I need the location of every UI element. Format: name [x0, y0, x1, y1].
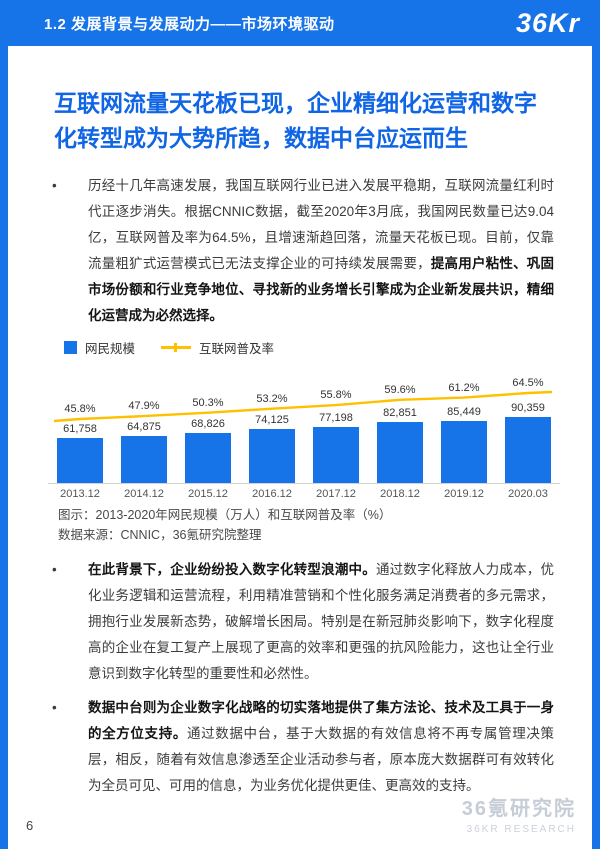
netizen-bar: [249, 429, 295, 483]
x-axis-line: [48, 483, 560, 484]
penetration-label: 45.8%: [64, 403, 96, 415]
paragraph-text-bold: 数据中台则为企业数字化战略的切实落地提供了集方法论、技术及工具于一身的全方位支持…: [88, 700, 554, 741]
netizen-bar: [441, 421, 487, 483]
bar-chart: 61,758 45.8% 2013.12 64,875 47.9% 2014.12 68,8…: [48, 361, 560, 501]
paragraph-text: 通过数字化释放人力成本，优化业务逻辑和运营流程，利用精准营销和个性化服务满足消费…: [88, 562, 555, 681]
penetration-label: 61.2%: [448, 381, 480, 394]
paragraph-text: 通过数据中台，基于大数据的有效信息将不再专属管理决策层，相反，随着有效信息渗透至…: [88, 726, 554, 793]
penetration-label: 47.9%: [128, 400, 160, 413]
netizen-bar: [505, 417, 551, 483]
legend-item-penetration: 互联网普及率: [161, 338, 274, 357]
paragraph-text-bold: 提高用户粘性、巩固市场份额和行业竞争地位、寻找新的业务增长引擎成为企业新发展共识…: [88, 256, 555, 323]
bar-value-label: 68,826: [191, 418, 225, 430]
page-content: 互联网流量天花板已现，企业精细化运营和数字化转型成为大势所趋，数据中台应运而生 …: [46, 46, 560, 799]
chart-caption: 图示：2013-2020年网民规模（万人）和互联网普及率（%）: [58, 508, 392, 522]
netizen-bar: [185, 433, 231, 483]
left-border-strip: [0, 46, 8, 849]
watermark-cn: 36氪研究院: [461, 798, 576, 820]
paragraph-traffic-ceiling: • 历经十几年高速发展，我国互联网行业已进入发展平稳期，互联网流量红利时代正逐步消…: [46, 173, 554, 329]
x-axis-label: 2015.12: [188, 488, 228, 500]
legend-label-netizens: 网民规模: [85, 341, 136, 356]
chart-legend: 网民规模 互联网普及率: [64, 338, 554, 357]
page-header-title: 1.2 发展背景与发展动力——市场环境驱动: [44, 15, 335, 33]
x-axis-label: 2016.12: [252, 488, 292, 500]
legend-label-penetration: 互联网普及率: [199, 341, 275, 356]
paragraph-digital-transformation: • 在此背景下，企业纷纷投入数字化转型浪潮中。通过数字化释放人力成本，优化业务逻辑…: [46, 557, 554, 687]
x-axis-label: 2013.12: [60, 488, 100, 500]
penetration-label: 64.5%: [512, 377, 544, 389]
section-headline: 互联网流量天花板已现，企业精细化运营和数字化转型成为大势所趋，数据中台应运而生: [54, 90, 537, 151]
x-axis-label: 2017.12: [316, 488, 356, 500]
penetration-label: 53.2%: [256, 392, 288, 405]
watermark: 36氪研究院 36KR RESEARCH: [462, 792, 576, 835]
line-swatch-tick: [174, 342, 178, 352]
x-axis-label: 2020.03: [508, 488, 548, 500]
bar-value-label: 64,875: [127, 421, 161, 433]
x-axis-label: 2014.12: [124, 488, 164, 500]
logo-36kr: 36Kr: [515, 7, 580, 38]
page-header: 1.2 发展背景与发展动力——市场环境驱动 36Kr: [0, 0, 600, 46]
page-number: 6: [26, 818, 34, 833]
x-axis-label: 2018.12: [380, 488, 420, 500]
netizen-bar: [377, 422, 423, 483]
netizen-bar: [57, 438, 103, 483]
legend-item-netizens: 网民规模: [64, 338, 135, 357]
right-border-strip: [592, 46, 600, 849]
bar-value-label: 85,449: [447, 406, 481, 418]
penetration-label: 59.6%: [384, 383, 416, 396]
penetration-label: 50.3%: [192, 396, 224, 409]
watermark-en: 36KR RESEARCH: [466, 824, 576, 835]
bar-value-label: 90,359: [511, 402, 545, 414]
bullet-marker: •: [52, 562, 57, 577]
bullet-marker: •: [52, 178, 57, 193]
bar-swatch-icon: [64, 340, 77, 354]
bar-value-label: 74,125: [255, 414, 289, 426]
x-axis-label: 2019.12: [444, 488, 484, 500]
chart-source: 数据来源：CNNIC，36氪研究院整理: [58, 528, 262, 542]
netizen-bar: [121, 436, 167, 483]
bar-value-label: 61,758: [63, 423, 97, 435]
paragraph-text-bold: 在此背景下，企业纷纷投入数字化转型浪潮中。: [88, 562, 376, 577]
penetration-label: 55.8%: [320, 389, 352, 402]
paragraph-data-middle-platform: • 数据中台则为企业数字化战略的切实落地提供了集方法论、技术及工具于一身的全方位支…: [46, 695, 554, 799]
line-swatch-icon: [161, 342, 192, 352]
bar-value-label: 77,198: [319, 412, 353, 424]
bullet-marker: •: [52, 700, 57, 715]
netizen-bar: [313, 427, 359, 483]
paragraph-text: 历经十几年高速发展，我国互联网行业已进入发展平稳期，互联网流量红利时代正逐步消失…: [88, 178, 554, 271]
bar-value-label: 82,851: [383, 407, 417, 419]
